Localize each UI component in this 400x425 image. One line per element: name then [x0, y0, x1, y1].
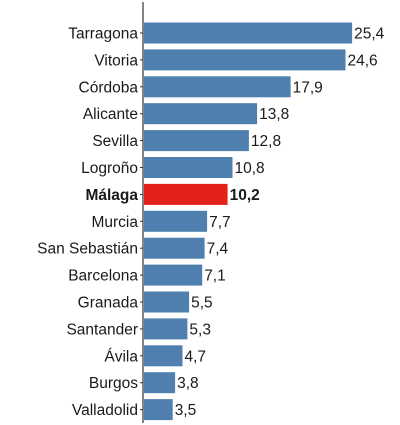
- category-label-6: Málaga: [85, 187, 138, 204]
- bar-12: [144, 345, 183, 367]
- category-labels-group: Tarragona Vitoria Córdoba Alicante Sevilla Lo…: [37, 26, 138, 420]
- category-label-4: Sevilla: [92, 133, 138, 150]
- category-label-11: Santander: [66, 321, 138, 338]
- bar-13: [144, 372, 176, 394]
- value-label-1: 24,6: [348, 52, 378, 69]
- value-label-4: 12,8: [251, 133, 281, 150]
- category-label-10: Granada: [78, 295, 139, 312]
- bar-11: [144, 318, 188, 340]
- bar-6: [144, 183, 228, 205]
- category-label-7: Murcia: [91, 214, 138, 231]
- value-label-11: 5,3: [189, 321, 211, 338]
- value-labels-group: 25,4 24,6 17,913,8 12,8 10,8 10,2 7,7 7,4 7,1 5,5…: [175, 26, 385, 420]
- category-label-0: Tarragona: [68, 26, 138, 43]
- category-label-9: Barcelona: [68, 268, 138, 285]
- value-label-3: 13,8: [259, 106, 289, 123]
- category-label-5: Logroño: [81, 160, 138, 177]
- value-label-7: 7,7: [209, 214, 231, 231]
- value-label-10: 5,5: [191, 295, 213, 312]
- value-label-9: 7,1: [204, 268, 226, 285]
- bar-3: [144, 103, 258, 125]
- value-label-2: 17,9: [293, 79, 323, 96]
- value-label-0: 25,4: [354, 26, 385, 43]
- bar-0: [144, 22, 353, 44]
- category-label-3: Alicante: [83, 106, 138, 123]
- bar-2: [144, 76, 291, 98]
- bars-group: [140, 22, 353, 421]
- value-label-12: 4,7: [185, 348, 207, 365]
- category-label-2: Córdoba: [79, 79, 139, 96]
- category-label-1: Vitoria: [94, 52, 138, 69]
- bar-9: [144, 264, 203, 286]
- value-label-6: 10,2: [230, 187, 260, 204]
- category-label-12: Ávila: [104, 348, 138, 365]
- category-label-8: San Sebastián: [37, 241, 138, 258]
- value-label-8: 7,4: [207, 241, 229, 258]
- category-label-13: Burgos: [89, 375, 138, 392]
- value-label-14: 3,5: [175, 402, 197, 419]
- category-label-14: Valladolid: [72, 402, 138, 419]
- bar-7: [144, 210, 208, 232]
- bar-10: [144, 291, 190, 313]
- value-label-13: 3,8: [177, 375, 199, 392]
- bar-14: [144, 399, 173, 421]
- value-label-5: 10,8: [235, 160, 265, 177]
- bar-5: [144, 157, 233, 178]
- bar-8: [144, 237, 205, 259]
- bar-4: [144, 130, 249, 152]
- bar-1: [144, 49, 346, 71]
